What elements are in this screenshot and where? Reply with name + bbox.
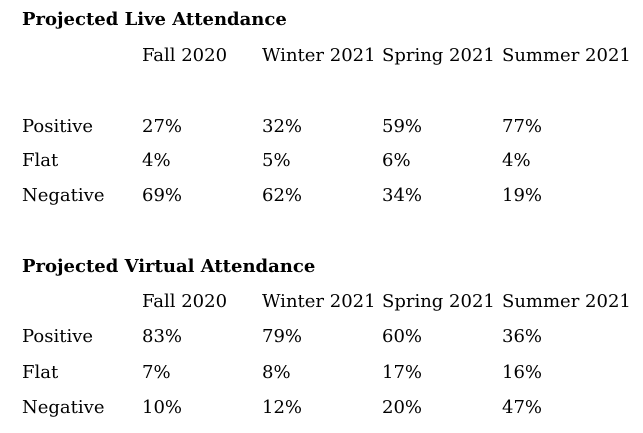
table-cell: 5% <box>262 150 291 171</box>
live-attendance-title: Projected Live Attendance <box>22 9 287 30</box>
table-cell: 60% <box>382 326 423 347</box>
table-cell: 36% <box>502 326 543 347</box>
column-header: Winter 2021 <box>262 291 376 312</box>
column-header: Summer 2021 <box>502 291 631 312</box>
row-label: Negative <box>22 185 105 206</box>
table-cell: 47% <box>502 397 543 418</box>
table-cell: 19% <box>502 185 543 206</box>
table-cell: 7% <box>142 362 171 383</box>
row-label: Positive <box>22 326 94 347</box>
column-header: Summer 2021 <box>502 45 631 66</box>
table-cell: 83% <box>142 326 183 347</box>
table-cell: 59% <box>382 116 423 137</box>
row-label: Flat <box>22 150 59 171</box>
column-header: Winter 2021 <box>262 45 376 66</box>
table-cell: 4% <box>502 150 531 171</box>
table-cell: 62% <box>262 185 303 206</box>
column-header: Fall 2020 <box>142 291 228 312</box>
table-cell: 17% <box>382 362 423 383</box>
table-cell: 6% <box>382 150 411 171</box>
table-cell: 34% <box>382 185 423 206</box>
row-label: Positive <box>22 116 94 137</box>
column-header: Fall 2020 <box>142 45 228 66</box>
virtual-attendance-title: Projected Virtual Attendance <box>22 256 316 277</box>
table-cell: 12% <box>262 397 303 418</box>
row-label: Flat <box>22 362 59 383</box>
table-cell: 69% <box>142 185 183 206</box>
table-cell: 10% <box>142 397 183 418</box>
table-cell: 16% <box>502 362 543 383</box>
column-header: Spring 2021 <box>382 291 495 312</box>
table-cell: 32% <box>262 116 303 137</box>
table-cell: 20% <box>382 397 423 418</box>
table-cell: 4% <box>142 150 171 171</box>
column-header: Spring 2021 <box>382 45 495 66</box>
table-cell: 27% <box>142 116 183 137</box>
table-cell: 8% <box>262 362 291 383</box>
table-cell: 79% <box>262 326 303 347</box>
row-label: Negative <box>22 397 105 418</box>
table-cell: 77% <box>502 116 543 137</box>
